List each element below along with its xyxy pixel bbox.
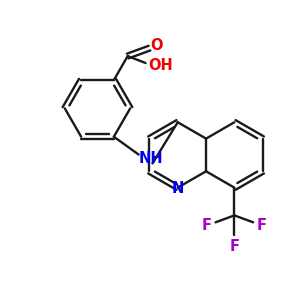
Text: O: O	[150, 38, 163, 53]
Text: NH: NH	[138, 151, 163, 166]
Text: OH: OH	[148, 58, 173, 74]
Text: F: F	[202, 218, 212, 233]
Text: N: N	[172, 181, 184, 196]
Text: F: F	[257, 218, 267, 233]
Text: F: F	[230, 238, 239, 253]
